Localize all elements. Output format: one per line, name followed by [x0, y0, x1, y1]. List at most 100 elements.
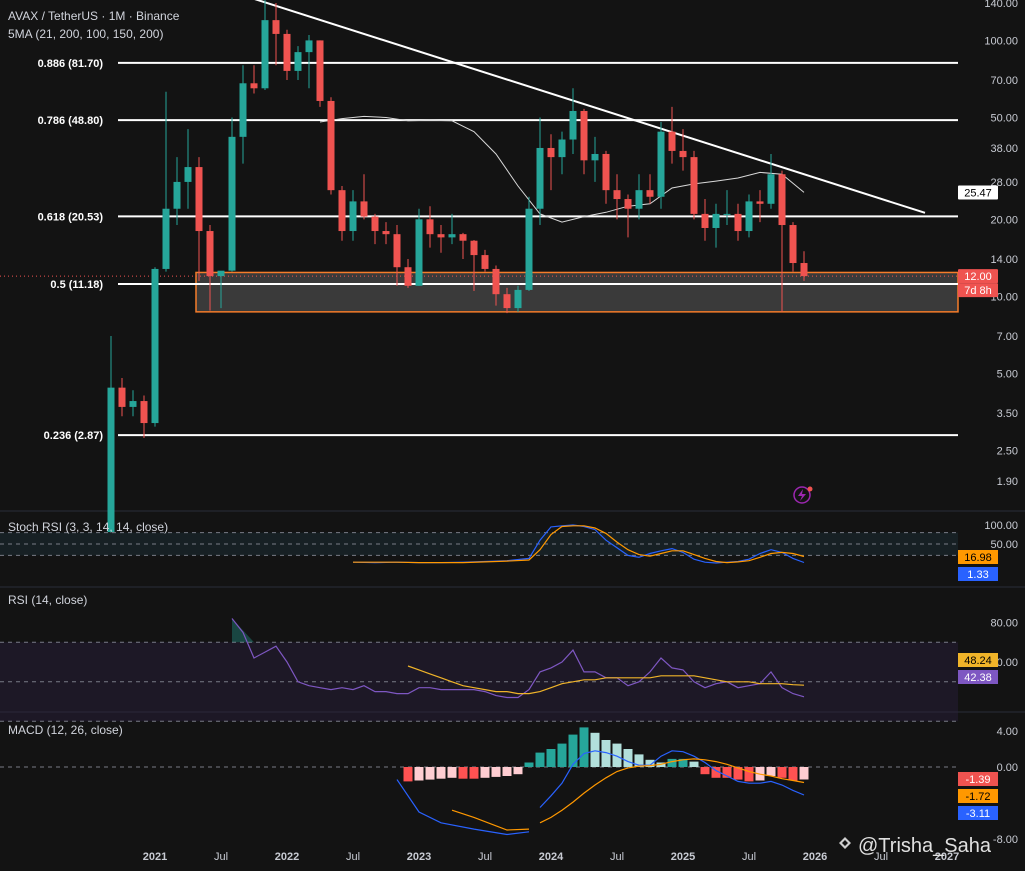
macd-histogram-bar — [766, 767, 776, 776]
candle-body — [646, 190, 654, 197]
candle-body — [536, 147, 544, 209]
candle-body — [107, 387, 115, 533]
rsi-overbought-fill — [232, 618, 254, 643]
time-axis-label: Jul — [742, 851, 756, 863]
candle — [503, 287, 511, 314]
price-axis-label: 38.00 — [990, 143, 1018, 155]
candle — [569, 88, 577, 154]
symbol-title: AVAX / TetherUS · 1M · Binance — [8, 9, 180, 23]
candle — [393, 225, 401, 286]
rsi-pane[interactable] — [0, 618, 958, 722]
candle-body — [481, 255, 489, 269]
candle — [195, 157, 203, 281]
macd-histogram-bar — [513, 767, 523, 775]
price-axis-label: 70.00 — [990, 75, 1018, 87]
macd-histogram-bar — [601, 740, 611, 767]
fib-label: 0.5 (11.18) — [50, 279, 103, 291]
candle-body — [525, 208, 533, 290]
candle-body — [778, 174, 786, 226]
macd-histogram-bar — [403, 767, 413, 782]
candle-body — [723, 213, 731, 215]
candle-body — [679, 150, 687, 158]
candle — [481, 249, 489, 272]
time-axis-label: 2026 — [803, 851, 827, 863]
candle — [525, 196, 533, 291]
candle — [437, 225, 445, 253]
rsi-badge-bg — [958, 653, 998, 667]
candle-body — [580, 110, 588, 161]
candle-body — [767, 174, 775, 204]
time-axis-label: 2027 — [935, 851, 959, 863]
candle-body — [470, 240, 478, 256]
candle-body — [228, 136, 236, 271]
ma-legend: 5MA (21, 200, 100, 150, 200) — [8, 27, 163, 41]
price-axis-label: 100.00 — [984, 35, 1018, 47]
time-axis-label: Jul — [874, 851, 888, 863]
candle-body — [162, 208, 170, 269]
candle — [140, 395, 148, 438]
candle — [789, 222, 797, 272]
macd-histogram-bar — [733, 767, 743, 780]
candle — [668, 106, 676, 164]
candle — [800, 251, 808, 281]
price-axis-label: 20.00 — [990, 214, 1018, 226]
rsi-title: RSI (14, close) — [8, 593, 87, 607]
macd-histogram-bar — [678, 758, 688, 767]
price-badge-text: 7d 8h — [964, 285, 992, 297]
candle-body — [327, 100, 335, 191]
price-badge: 7d 8h — [958, 283, 998, 298]
candle-body — [756, 201, 764, 204]
candle-body — [635, 190, 643, 209]
candle — [723, 190, 731, 226]
stoch-axis-label: 50.00 — [990, 539, 1018, 551]
macd-histogram-bar — [469, 767, 479, 779]
price-axis-label: 140.00 — [984, 0, 1018, 10]
price-pane[interactable]: 0.886 (81.70) 0.786 (48.80) 0.618 (20.53) 0… — [0, 0, 959, 533]
alert-icon[interactable] — [793, 486, 813, 504]
candle-body — [272, 20, 280, 34]
fib-label: 0.236 (2.87) — [44, 430, 104, 442]
candle — [239, 65, 247, 164]
candle — [272, 3, 280, 66]
candle — [756, 190, 764, 223]
candle — [261, 0, 269, 91]
macd-badge-bg — [958, 772, 998, 786]
candle — [624, 194, 632, 238]
price-badge: 12.00 — [958, 269, 998, 284]
candle — [294, 46, 302, 81]
rsi-axis-label: 80.00 — [990, 618, 1018, 630]
candle — [349, 190, 357, 241]
candle-body — [129, 401, 137, 407]
time-axis-label: 2021 — [143, 851, 167, 863]
time-axis-label: 2024 — [539, 851, 564, 863]
candle-body — [459, 234, 467, 241]
stoch-rsi-pane[interactable] — [0, 524, 958, 564]
chart-backgrounds — [0, 510, 1025, 713]
candle-body — [250, 83, 258, 89]
macd-badge-text: -3.11 — [966, 808, 990, 820]
time-axis-label: Jul — [214, 851, 228, 863]
macd-axis-label: -8.00 — [993, 834, 1018, 846]
candle-body — [349, 201, 357, 232]
macd-pane[interactable] — [0, 727, 958, 836]
candle-body — [206, 231, 214, 277]
watermark-text: @Trisha_Saha — [858, 835, 992, 857]
macd-histogram-bar — [535, 752, 545, 767]
candle-body — [437, 234, 445, 238]
fib-label: 0.618 (20.53) — [38, 211, 104, 223]
macd-title: MACD (12, 26, close) — [8, 723, 123, 737]
macd-badge-bg — [958, 789, 998, 803]
candle — [371, 213, 379, 245]
macd-badge: -3.11 — [958, 806, 998, 820]
macd-badge-text: -1.39 — [965, 774, 990, 786]
stoch-badge: 16.98 — [958, 550, 998, 564]
price-badge-bg — [958, 283, 998, 298]
candle-body — [569, 110, 577, 140]
candle-body — [382, 231, 390, 235]
price-badge-bg — [958, 269, 998, 284]
rsi-badge-text: 48.24 — [964, 655, 992, 667]
candle — [580, 108, 588, 175]
signal-line — [539, 758, 805, 824]
candle-body — [657, 131, 665, 197]
moving-average-line — [319, 115, 805, 223]
